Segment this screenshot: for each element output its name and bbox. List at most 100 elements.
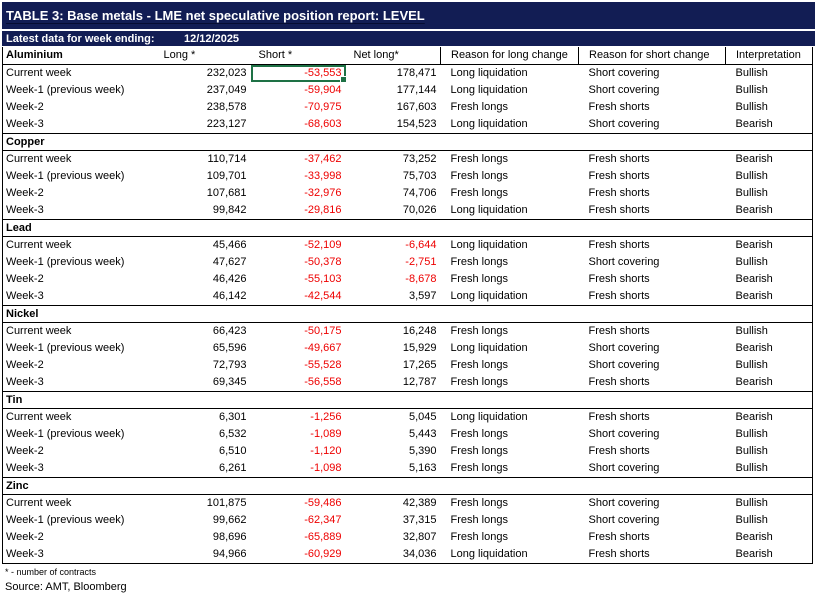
cell-reason-long[interactable]: Long liquidation: [450, 84, 528, 96]
cell-net[interactable]: 75,703: [402, 170, 437, 182]
column-header-long[interactable]: Long *: [163, 49, 196, 61]
cell-short[interactable]: -1,120: [310, 445, 342, 457]
cell-interpretation[interactable]: Bullish: [735, 67, 768, 79]
cell-long[interactable]: 94,966: [212, 548, 247, 560]
cell-short[interactable]: -1,256: [310, 411, 342, 423]
row-label[interactable]: Week-2: [6, 273, 44, 285]
cell-reason-short[interactable]: Fresh shorts: [588, 445, 650, 457]
row-label[interactable]: Week-1 (previous week): [6, 342, 125, 354]
cell-short[interactable]: -62,347: [304, 514, 342, 526]
cell-interpretation[interactable]: Bearish: [735, 531, 773, 543]
cell-reason-long[interactable]: Fresh longs: [450, 273, 508, 285]
section-header-tin[interactable]: Tin: [2, 391, 813, 409]
cell-reason-long[interactable]: Fresh longs: [450, 497, 508, 509]
cell-net[interactable]: 32,807: [402, 531, 437, 543]
cell-net[interactable]: 178,471: [396, 67, 437, 79]
cell-reason-short[interactable]: Short covering: [588, 84, 660, 96]
cell-net[interactable]: -8,678: [405, 273, 437, 285]
cell-reason-long[interactable]: Fresh longs: [450, 325, 508, 337]
cell-reason-short[interactable]: Fresh shorts: [588, 273, 650, 285]
cell-long[interactable]: 47,627: [212, 256, 247, 268]
cell-net[interactable]: 70,026: [402, 204, 437, 216]
cell-reason-short[interactable]: Short covering: [588, 67, 660, 79]
cell-reason-short[interactable]: Short covering: [588, 342, 660, 354]
cell-short[interactable]: -37,462: [304, 153, 342, 165]
cell-short[interactable]: -50,378: [304, 256, 342, 268]
cell-long[interactable]: 110,714: [207, 153, 247, 165]
cell-long[interactable]: 46,426: [212, 273, 247, 285]
cell-long[interactable]: 99,842: [212, 204, 247, 216]
section-header-nickel[interactable]: Nickel: [2, 305, 813, 323]
cell-reason-long[interactable]: Long liquidation: [450, 239, 528, 251]
column-header-reason-long[interactable]: Reason for long change: [440, 47, 579, 65]
row-label[interactable]: Week-1 (previous week): [6, 170, 125, 182]
cell-reason-long[interactable]: Long liquidation: [450, 411, 528, 423]
row-label[interactable]: Week-2: [6, 359, 44, 371]
cell-reason-long[interactable]: Long liquidation: [450, 290, 528, 302]
cell-reason-long[interactable]: Fresh longs: [450, 514, 508, 526]
row-label[interactable]: Week-2: [6, 187, 44, 199]
cell-net[interactable]: 15,929: [402, 342, 437, 354]
cell-reason-short[interactable]: Short covering: [588, 514, 660, 526]
cell-interpretation[interactable]: Bullish: [735, 84, 768, 96]
cell-reason-short[interactable]: Short covering: [588, 462, 660, 474]
cell-interpretation[interactable]: Bearish: [735, 290, 773, 302]
cell-reason-long[interactable]: Fresh longs: [450, 445, 508, 457]
row-label[interactable]: Week-3: [6, 204, 44, 216]
cell-net[interactable]: 167,603: [396, 101, 437, 113]
cell-net[interactable]: 17,265: [402, 359, 437, 371]
cell-long[interactable]: 72,793: [212, 359, 247, 371]
cell-short[interactable]: -1,098: [310, 462, 342, 474]
cell-net[interactable]: 37,315: [402, 514, 437, 526]
row-label[interactable]: Week-1 (previous week): [6, 84, 125, 96]
cell-reason-short[interactable]: Fresh shorts: [588, 204, 650, 216]
cell-net[interactable]: 3,597: [408, 290, 437, 302]
row-label[interactable]: Current week: [6, 67, 72, 79]
cell-reason-long[interactable]: Long liquidation: [450, 548, 528, 560]
cell-interpretation[interactable]: Bullish: [735, 514, 768, 526]
cell-long[interactable]: 66,423: [212, 325, 247, 337]
cell-short[interactable]: -68,603: [304, 118, 342, 130]
cell-reason-long[interactable]: Long liquidation: [450, 204, 528, 216]
cell-reason-long[interactable]: Fresh longs: [450, 428, 508, 440]
cell-interpretation[interactable]: Bearish: [735, 118, 773, 130]
cell-net[interactable]: -6,644: [405, 239, 437, 251]
cell-net[interactable]: 34,036: [402, 548, 437, 560]
cell-interpretation[interactable]: Bearish: [735, 204, 773, 216]
cell-short[interactable]: -59,904: [304, 84, 342, 96]
cell-net[interactable]: 177,144: [396, 84, 437, 96]
cell-reason-short[interactable]: Fresh shorts: [588, 376, 650, 388]
row-label[interactable]: Current week: [6, 411, 72, 423]
cell-short[interactable]: -59,486: [304, 497, 342, 509]
cell-interpretation[interactable]: Bullish: [735, 325, 768, 337]
cell-interpretation[interactable]: Bearish: [735, 548, 773, 560]
cell-interpretation[interactable]: Bullish: [735, 428, 768, 440]
cell-short[interactable]: -60,929: [304, 548, 342, 560]
cell-reason-short[interactable]: Short covering: [588, 359, 660, 371]
column-header-reason-short[interactable]: Reason for short change: [578, 47, 726, 65]
cell-long[interactable]: 6,532: [218, 428, 247, 440]
row-label[interactable]: Current week: [6, 325, 72, 337]
cell-net[interactable]: 5,045: [408, 411, 437, 423]
cell-long[interactable]: 237,049: [206, 84, 247, 96]
cell-net[interactable]: 73,252: [402, 153, 437, 165]
cell-interpretation[interactable]: Bearish: [735, 153, 773, 165]
cell-net[interactable]: 5,390: [408, 445, 437, 457]
row-label[interactable]: Current week: [6, 497, 72, 509]
row-label[interactable]: Week-1 (previous week): [6, 428, 125, 440]
cell-net[interactable]: 154,523: [396, 118, 437, 130]
cell-short[interactable]: -42,544: [304, 290, 342, 302]
cell-reason-short[interactable]: Fresh shorts: [588, 548, 650, 560]
cell-reason-long[interactable]: Fresh longs: [450, 153, 508, 165]
cell-long[interactable]: 69,345: [212, 376, 247, 388]
column-header-net-long[interactable]: Net long*: [353, 49, 399, 61]
row-label[interactable]: Week-1 (previous week): [6, 256, 125, 268]
cell-net[interactable]: 12,787: [402, 376, 437, 388]
row-label[interactable]: Current week: [6, 153, 72, 165]
cell-interpretation[interactable]: Bearish: [735, 273, 773, 285]
selected-cell[interactable]: -53,553: [251, 65, 346, 82]
cell-short[interactable]: -1,089: [310, 428, 342, 440]
cell-long[interactable]: 98,696: [212, 531, 247, 543]
cell-interpretation[interactable]: Bearish: [735, 239, 773, 251]
row-label[interactable]: Current week: [6, 239, 72, 251]
